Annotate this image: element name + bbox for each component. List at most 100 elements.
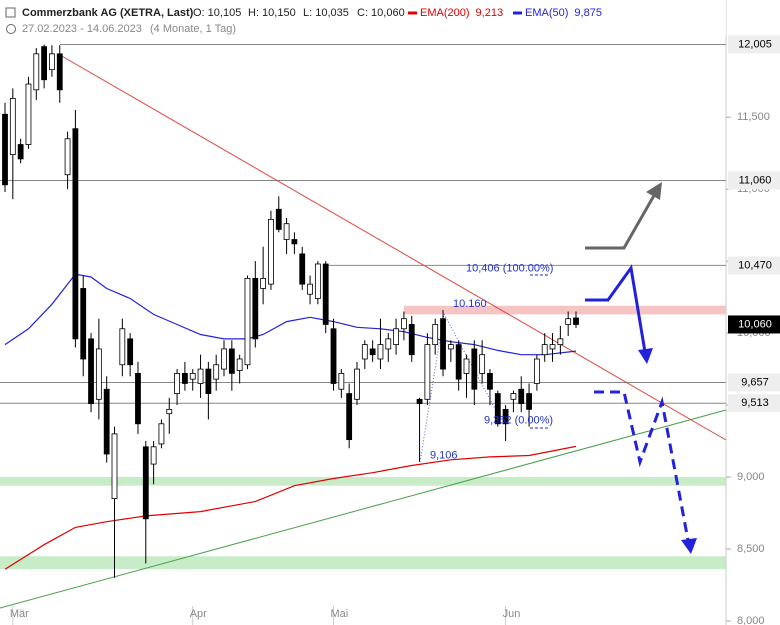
annotation: 10.160 <box>453 298 487 310</box>
x-tick-label: Mär <box>10 608 29 620</box>
candle-body <box>557 338 564 346</box>
level-label: 12,005 <box>738 38 772 50</box>
candle-body <box>150 446 157 465</box>
candle-body <box>41 46 48 81</box>
candle-body <box>166 408 173 415</box>
level-box <box>728 394 780 413</box>
level-box <box>728 373 780 392</box>
candle-body <box>494 393 501 425</box>
level-label: 10,470 <box>738 259 772 271</box>
zone <box>0 477 726 486</box>
legend-label: EMA(50) <box>525 7 568 19</box>
candle-body <box>197 368 204 384</box>
candle-body <box>487 372 493 390</box>
level-box <box>728 256 780 275</box>
candle-body <box>88 338 94 405</box>
candle-body <box>33 53 40 91</box>
candle-body <box>119 328 126 366</box>
candle-body <box>252 277 259 340</box>
stat: L: 10,035 <box>303 7 349 19</box>
level-label: 10,060 <box>738 318 772 330</box>
candle-body <box>447 344 454 350</box>
level-label: 9,657 <box>741 376 769 388</box>
annotation: 10,406 (100.00%) <box>466 263 553 275</box>
candle-body <box>275 208 282 230</box>
candle-body <box>393 328 399 346</box>
x-tick-label: Mai <box>331 608 349 620</box>
y-tick-label: 8,000 <box>737 615 765 625</box>
plot <box>2 44 579 578</box>
clock-icon <box>6 24 16 34</box>
trend-line-red <box>59 54 727 441</box>
candle-body <box>385 338 392 350</box>
candle-body <box>25 83 32 145</box>
fib-line <box>419 312 501 463</box>
candle-body <box>565 318 572 325</box>
candle-body <box>314 263 321 299</box>
x-tick-label: Jun <box>503 608 521 620</box>
candle-body <box>174 372 180 394</box>
candle-body <box>455 344 462 380</box>
candle-body <box>424 344 431 400</box>
level-box <box>728 315 780 334</box>
candle-body <box>463 358 470 374</box>
candle-body <box>17 144 24 160</box>
scenario-arrow-dashed <box>594 390 690 541</box>
level-box <box>728 171 780 190</box>
trend-line-green <box>0 409 727 609</box>
scenario-arrow-gray <box>585 191 658 250</box>
scenario-arrow-blue <box>585 264 647 353</box>
ema-line <box>4 273 577 356</box>
level-label: 11,060 <box>739 174 772 186</box>
chart-title: Commerzbank AG (XETRA, Last) <box>22 7 194 19</box>
candle-body <box>56 53 63 91</box>
candle-body <box>533 358 540 384</box>
candle-body <box>377 344 384 360</box>
annotation: 9,106 <box>430 450 458 462</box>
candle-body <box>221 348 227 370</box>
candle-body <box>518 388 525 405</box>
zone <box>404 305 726 315</box>
candle-body <box>2 113 8 186</box>
zones <box>0 305 726 570</box>
arrowhead <box>646 182 662 200</box>
candle-body <box>80 288 87 360</box>
y-tick-label: 9,000 <box>737 471 765 483</box>
candle-body <box>228 348 235 374</box>
candle-body <box>338 372 345 390</box>
y-tick-label: 8,500 <box>737 543 765 555</box>
zone <box>0 556 726 570</box>
stat: O: 10,105 <box>193 7 241 19</box>
candle-body <box>471 348 478 390</box>
x-tick-label: Apr <box>190 608 207 620</box>
candle-body <box>416 398 423 405</box>
candle-body <box>135 372 141 425</box>
candle-body <box>510 393 517 400</box>
candle-body <box>346 393 353 441</box>
candle-body <box>72 128 79 340</box>
levels <box>0 43 726 404</box>
candle-body <box>236 358 243 371</box>
period: (4 Monate, 1 Tag) <box>150 23 236 35</box>
candle-body <box>213 364 220 380</box>
candle-body <box>299 253 306 285</box>
candle-body <box>408 324 415 356</box>
candle-body <box>103 388 110 455</box>
candle-body <box>541 344 548 356</box>
legend-value: 9,213 <box>476 7 504 19</box>
ema-line <box>4 445 577 570</box>
stat: C: 10,060 <box>357 7 405 19</box>
candle-body <box>283 223 290 240</box>
candle-body <box>330 328 337 384</box>
candle-body <box>244 277 251 366</box>
candle-body <box>361 344 368 360</box>
y-tick-label: 11,500 <box>737 111 770 123</box>
candle-body <box>432 324 439 346</box>
candle-body <box>526 393 532 410</box>
candle-body <box>9 98 16 155</box>
candle-body <box>573 317 579 325</box>
candle-body <box>401 318 407 330</box>
level-label: 9,513 <box>741 397 769 409</box>
arrowhead <box>681 538 697 554</box>
